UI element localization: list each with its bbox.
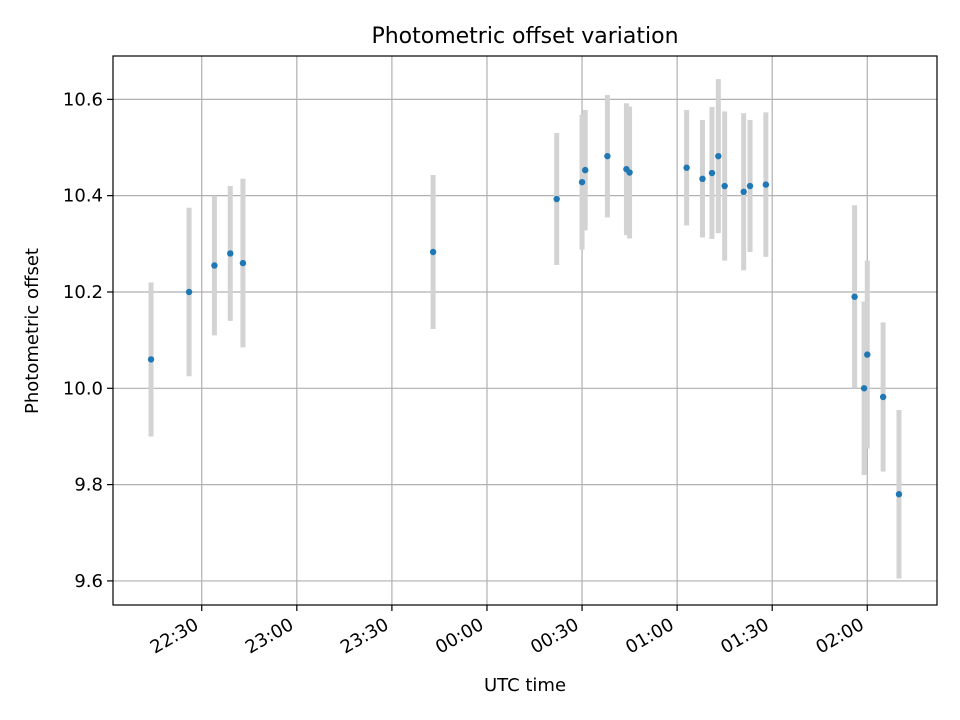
data-point [147, 356, 155, 363]
plot-frame [112, 55, 938, 606]
data-points [147, 152, 903, 498]
data-point [239, 259, 247, 267]
data-point [553, 195, 560, 203]
data-point [895, 491, 903, 498]
y-axis-label: Photometric offset [22, 248, 43, 414]
data-point [740, 188, 747, 196]
data-point [211, 262, 218, 269]
data-point [626, 169, 633, 176]
data-point [715, 152, 722, 160]
y-axis-ticks: 9.6 9.8 10.0 10.2 10.4 10.6 [63, 89, 113, 592]
data-point [879, 393, 887, 401]
data-point [762, 181, 770, 188]
y-tick-label: 9.8 [74, 475, 103, 496]
chart-title: Photometric offset variation [371, 24, 678, 49]
data-point [604, 152, 611, 160]
data-point [864, 351, 871, 358]
x-axis-label: UTC time [484, 675, 566, 696]
y-tick-label: 10.0 [63, 378, 103, 399]
data-point [429, 248, 437, 256]
data-point [721, 182, 728, 190]
data-point [708, 169, 716, 177]
y-tick-label: 9.6 [74, 571, 103, 592]
data-point [582, 166, 589, 174]
data-point [578, 178, 586, 186]
data-point [227, 250, 234, 257]
y-tick-label: 10.2 [63, 282, 103, 303]
plot-area [113, 56, 937, 605]
data-point [185, 288, 193, 296]
data-point [746, 182, 754, 190]
data-point [851, 293, 858, 300]
data-point [860, 385, 868, 392]
data-point [699, 175, 706, 183]
grid-lines [113, 56, 937, 605]
y-tick-label: 10.6 [63, 89, 103, 110]
data-point [683, 164, 690, 171]
y-tick-label: 10.4 [63, 186, 103, 207]
